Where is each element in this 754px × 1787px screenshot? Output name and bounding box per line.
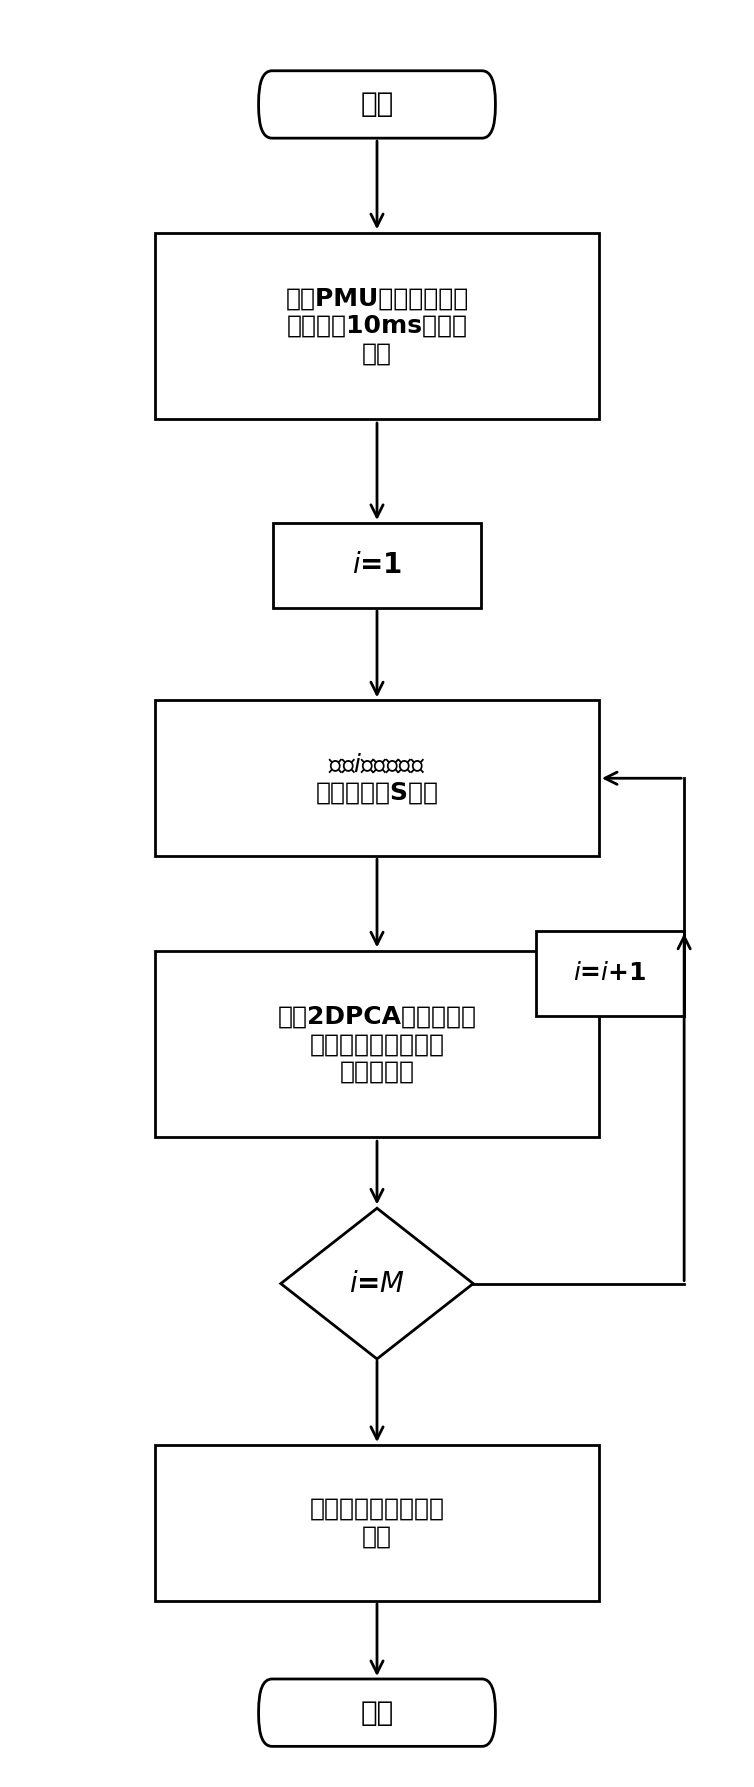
Bar [274, 524, 480, 608]
Text: 开始: 开始 [360, 91, 394, 118]
Text: 利用PMU获取功角数据
库（每隔10ms刷新一
次）: 利用PMU获取功角数据 库（每隔10ms刷新一 次） [285, 286, 469, 366]
Bar [155, 1446, 599, 1601]
Text: $i$=1: $i$=1 [352, 552, 402, 579]
Bar [155, 951, 599, 1137]
Text: 采用2DPCA对时频特征
模值矩阵降维得到特
征指标矩阵: 采用2DPCA对时频特征 模值矩阵降维得到特 征指标矩阵 [277, 1004, 477, 1085]
Bar [536, 931, 684, 1015]
FancyBboxPatch shape [259, 71, 495, 138]
Text: 利用分类器进行聚类
分析: 利用分类器进行聚类 分析 [309, 1498, 445, 1549]
Text: 结束: 结束 [360, 1699, 394, 1726]
Bar [155, 701, 599, 856]
Polygon shape [280, 1208, 474, 1358]
Text: $i$=$M$: $i$=$M$ [349, 1269, 405, 1297]
FancyBboxPatch shape [259, 1680, 495, 1746]
Text: $i$=$i$+1: $i$=$i$+1 [573, 961, 647, 985]
Text: 对第$i$台发电机功
角数据进行S变换: 对第$i$台发电机功 角数据进行S变换 [315, 752, 439, 804]
Bar [155, 232, 599, 420]
